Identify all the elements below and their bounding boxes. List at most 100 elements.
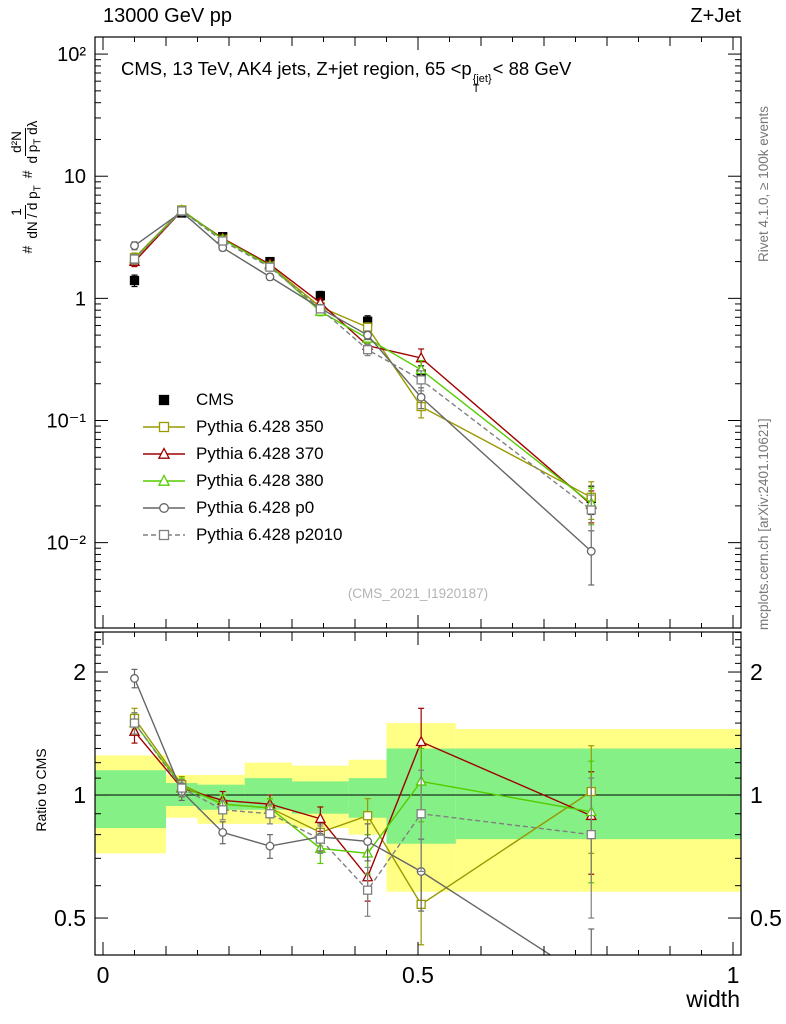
data-point [218, 827, 228, 837]
data-point [265, 809, 275, 819]
legend-marker-square [158, 394, 170, 405]
data-point [416, 375, 426, 385]
legend-item-pythia-6-428-p0: Pythia 6.428 p0 [142, 496, 343, 519]
pt-jet-stack: {jet} T [472, 73, 492, 95]
legend-label: Pythia 6.428 370 [196, 443, 324, 463]
data-point [265, 262, 275, 272]
plot-title: CMS, 13 TeV, AK4 jets, Z+jet region, 65 … [121, 58, 572, 95]
legend-marker-shape [158, 529, 170, 540]
legend-label: Pythia 6.428 p2010 [196, 524, 343, 544]
data-point [362, 811, 373, 821]
data-point [363, 836, 373, 846]
data-point [362, 885, 373, 895]
green-band-segment [455, 748, 741, 840]
legend-marker-triangle [143, 446, 185, 459]
series-line [133, 718, 592, 906]
data-point [129, 254, 140, 264]
data-point [363, 330, 373, 340]
data-point [416, 809, 426, 819]
data-point [177, 783, 187, 793]
legend-label: Pythia 6.428 380 [196, 470, 324, 490]
ylabel-hash-1: # [18, 245, 35, 254]
legend-label: CMS [196, 389, 234, 409]
green-band-segment [95, 770, 167, 829]
axis-ticks [95, 37, 741, 955]
legend-marker-shape [157, 473, 171, 486]
data-point [415, 735, 427, 747]
ratio-series-pythia-6-428-p2010 [129, 712, 596, 919]
data-point [130, 673, 139, 683]
analysis-watermark: (CMS_2021_I1920187) [347, 586, 489, 601]
data-point [362, 322, 373, 332]
ratio-y-axis-label: Ratio to CMS [33, 748, 49, 832]
legend-item-pythia-6-428-380: Pythia 6.428 380 [142, 469, 343, 492]
ratio-y-tick-label-left: 2 [73, 659, 86, 685]
main-y-tick-label: 10² [57, 44, 86, 66]
main-y-tick-label: 10⁻¹ [47, 410, 87, 432]
data-point [218, 805, 228, 815]
ratio-y-tick-label-left: 1 [73, 782, 86, 808]
ylabel-fraction-1: 1 dN / d pT [9, 185, 44, 239]
data-point [129, 718, 140, 728]
series-line [134, 211, 592, 552]
main-y-tick-label: 10 [64, 166, 86, 188]
plot-title-sup: {jet} [472, 73, 492, 85]
legend-label: Pythia 6.428 p0 [196, 497, 315, 517]
data-point [129, 275, 140, 286]
ratio-series-layer [128, 668, 597, 986]
ratio-y-tick-label-right: 0.5 [750, 905, 782, 931]
ratio-y-tick-label-right: 1 [750, 782, 763, 808]
legend-marker-square [143, 529, 185, 540]
data-point [314, 812, 327, 824]
series-line [133, 722, 592, 855]
process-label: Z+Jet [690, 5, 741, 27]
series-pythia-6-428-p2010 [129, 206, 596, 532]
series-line [133, 731, 592, 879]
x-tick-label: 0 [97, 962, 110, 988]
main-y-tick-label: 10⁻² [47, 533, 87, 555]
ratio-y-tick-label-right: 2 [750, 659, 763, 685]
legend-marker-square [143, 421, 185, 432]
legend-marker-circle [143, 502, 185, 513]
data-point [586, 546, 596, 556]
data-point [315, 304, 326, 314]
main-series-layer [128, 204, 597, 586]
ylabel-hash-2: # [18, 170, 35, 179]
legend-item-pythia-6-428-370: Pythia 6.428 370 [142, 442, 343, 465]
data-point [587, 978, 595, 986]
data-point [586, 829, 596, 840]
rivet-version-label: Rivet 4.1.0, ≥ 100k events [756, 106, 771, 262]
plot-title-prefix: CMS, 13 TeV, AK4 jets, Z+jet region, 65 … [121, 58, 472, 79]
ratio-y-tick-label-left: 0.5 [54, 905, 86, 931]
series-line [133, 722, 592, 892]
legend-item-pythia-6-428-350: Pythia 6.428 350 [142, 415, 343, 438]
legend-marker-shape [159, 502, 169, 513]
ylabel-fraction-2: d²N d pT dλ [9, 120, 44, 164]
plot-title-suffix: < 88 GeV [492, 58, 572, 79]
legend-marker-shape [157, 446, 171, 459]
x-axis-label: width [686, 986, 740, 1012]
legend-label: Pythia 6.428 350 [196, 416, 324, 436]
data-point [416, 392, 426, 402]
data-point [218, 236, 228, 246]
axis-tick-labels: 10² 10 1 10⁻¹ 10⁻² 2 2 1 1 0.5 0.5 0 0.5 1 [47, 44, 782, 988]
data-point [362, 345, 373, 355]
mcplots-reference-label: mcplots.cern.ch [arXiv:2401.10621] [756, 418, 771, 630]
data-point [130, 241, 139, 251]
legend-marker-shape [158, 421, 170, 432]
beam-energy-label: 13000 GeV pp [103, 5, 232, 27]
x-tick-label: 1 [727, 962, 740, 988]
x-tick-label: 0.5 [402, 962, 434, 988]
main-y-axis-label: # 1 dN / d pT # d²N d pT dλ [9, 36, 44, 338]
data-point [315, 834, 326, 844]
legend-item-pythia-6-428-p2010: Pythia 6.428 p2010 [142, 523, 343, 546]
data-point [265, 272, 275, 282]
data-point [586, 505, 596, 515]
data-point [265, 841, 275, 851]
series-line [134, 209, 592, 511]
main-y-tick-label: 1 [75, 288, 86, 310]
legend: CMS Pythia 6.428 350 Pythia 6.428 370 Pythi… [142, 388, 343, 546]
legend-marker-shape [158, 394, 170, 405]
